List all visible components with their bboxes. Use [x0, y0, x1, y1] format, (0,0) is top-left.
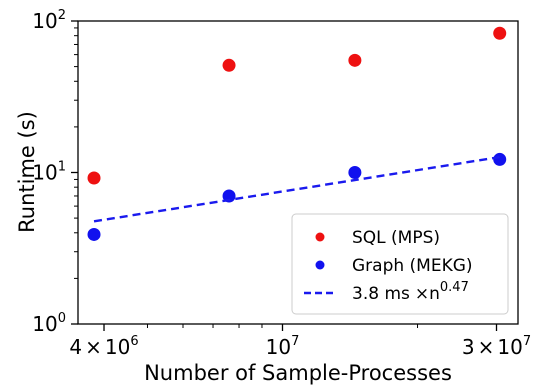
- graph-point-2: [348, 166, 362, 179]
- graph-point-3: [493, 152, 507, 166]
- legend-label-sql: SQL (MPS): [352, 228, 440, 248]
- legend-marker-graph: [315, 260, 325, 270]
- y-axis-label: Runtime (s): [15, 111, 39, 233]
- legend-fit-prefix: 3.8 ms: [352, 284, 410, 304]
- x-axis-label: Number of Sample-Processes: [144, 361, 452, 385]
- legend-fit-times: ×: [415, 284, 429, 304]
- axis-ticks: 100 101 102 4 × 106 107 3 × 107: [32, 8, 531, 359]
- x-tick-label-1: 107: [266, 334, 300, 359]
- legend: SQL (MPS) Graph (MEKG) 3.8 ms ×n0.47: [291, 213, 509, 315]
- chart-marks: [87, 26, 507, 241]
- sql-point-2: [348, 53, 362, 67]
- y-tick-label-0: 100: [32, 311, 66, 336]
- graph-point-0: [87, 227, 101, 241]
- x-tick-label-2: 3 × 107: [462, 334, 531, 359]
- sql-point-0: [87, 171, 101, 185]
- legend-fit-base: n: [429, 284, 440, 304]
- legend-fit-exp: 0.47: [440, 280, 469, 295]
- sql-point-1: [222, 58, 236, 72]
- legend-marker-sql: [315, 232, 325, 242]
- fit-line: [93, 155, 500, 223]
- y-tick-label-1: 101: [32, 160, 66, 185]
- x-tick-label-0: 4 × 106: [69, 334, 138, 359]
- sql-point-3: [493, 26, 507, 40]
- legend-label-fit: 3.8 ms ×n0.47: [352, 280, 469, 304]
- legend-box: [291, 213, 509, 315]
- graph-point-1: [222, 189, 236, 203]
- legend-label-graph: Graph (MEKG): [352, 256, 473, 276]
- y-tick-label-2: 102: [32, 8, 66, 33]
